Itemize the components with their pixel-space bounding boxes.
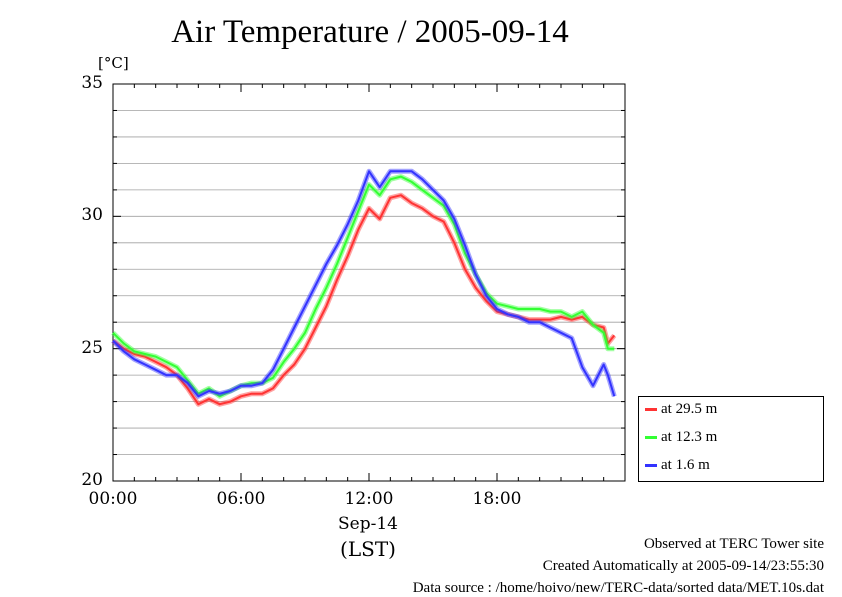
x-axis-timezone-label: (LST) bbox=[340, 537, 396, 561]
legend-label: at 12.3 m bbox=[661, 429, 718, 445]
y-axis-unit: [°C] bbox=[98, 54, 129, 72]
legend-label: at 1.6 m bbox=[661, 457, 710, 473]
legend-label: at 29.5 m bbox=[661, 401, 718, 417]
axis-ticks bbox=[112, 83, 626, 482]
y-tick-label: 35 bbox=[81, 73, 103, 93]
x-tick-label: 00:00 bbox=[88, 489, 138, 509]
series-halo-1 bbox=[111, 174, 615, 399]
y-tick-label: 25 bbox=[81, 337, 103, 358]
x-tick-label: 18:00 bbox=[472, 489, 522, 509]
y-tick-label: 20 bbox=[81, 470, 103, 490]
legend-swatch-blue bbox=[645, 464, 657, 468]
legend-swatch-red bbox=[645, 408, 657, 412]
chart-title: Air Temperature / 2005-09-14 bbox=[171, 14, 569, 50]
x-tick-label: 12:00 bbox=[344, 489, 394, 509]
footer-created: Created Automatically at 2005-09-14/23:5… bbox=[542, 558, 824, 574]
x-axis-date-label: Sep-14 bbox=[338, 514, 398, 534]
plot-frame bbox=[112, 83, 626, 482]
legend-item-1-6m: at 1.6 m bbox=[645, 457, 710, 474]
x-tick-label: 06:00 bbox=[216, 489, 266, 509]
series-lines bbox=[111, 168, 617, 407]
footer-observed: Observed at TERC Tower site bbox=[643, 536, 824, 552]
series-line-2 bbox=[112, 170, 616, 398]
legend-item-12-3m: at 12.3 m bbox=[645, 429, 717, 446]
y-tick-label: 30 bbox=[81, 205, 103, 226]
legend-item-29-5m: at 29.5 m bbox=[645, 401, 717, 418]
footer-source: Data source : /home/hoivo/new/TERC-data/… bbox=[412, 580, 824, 596]
series-line-0 bbox=[112, 194, 616, 406]
legend-swatch-green bbox=[645, 436, 657, 440]
gridlines bbox=[113, 110, 625, 455]
series-halo-2 bbox=[111, 168, 617, 399]
series-line-1 bbox=[112, 175, 615, 398]
legend: at 29.5 m at 12.3 m at 1.6 m bbox=[638, 396, 824, 482]
series-halo-0 bbox=[111, 192, 617, 407]
